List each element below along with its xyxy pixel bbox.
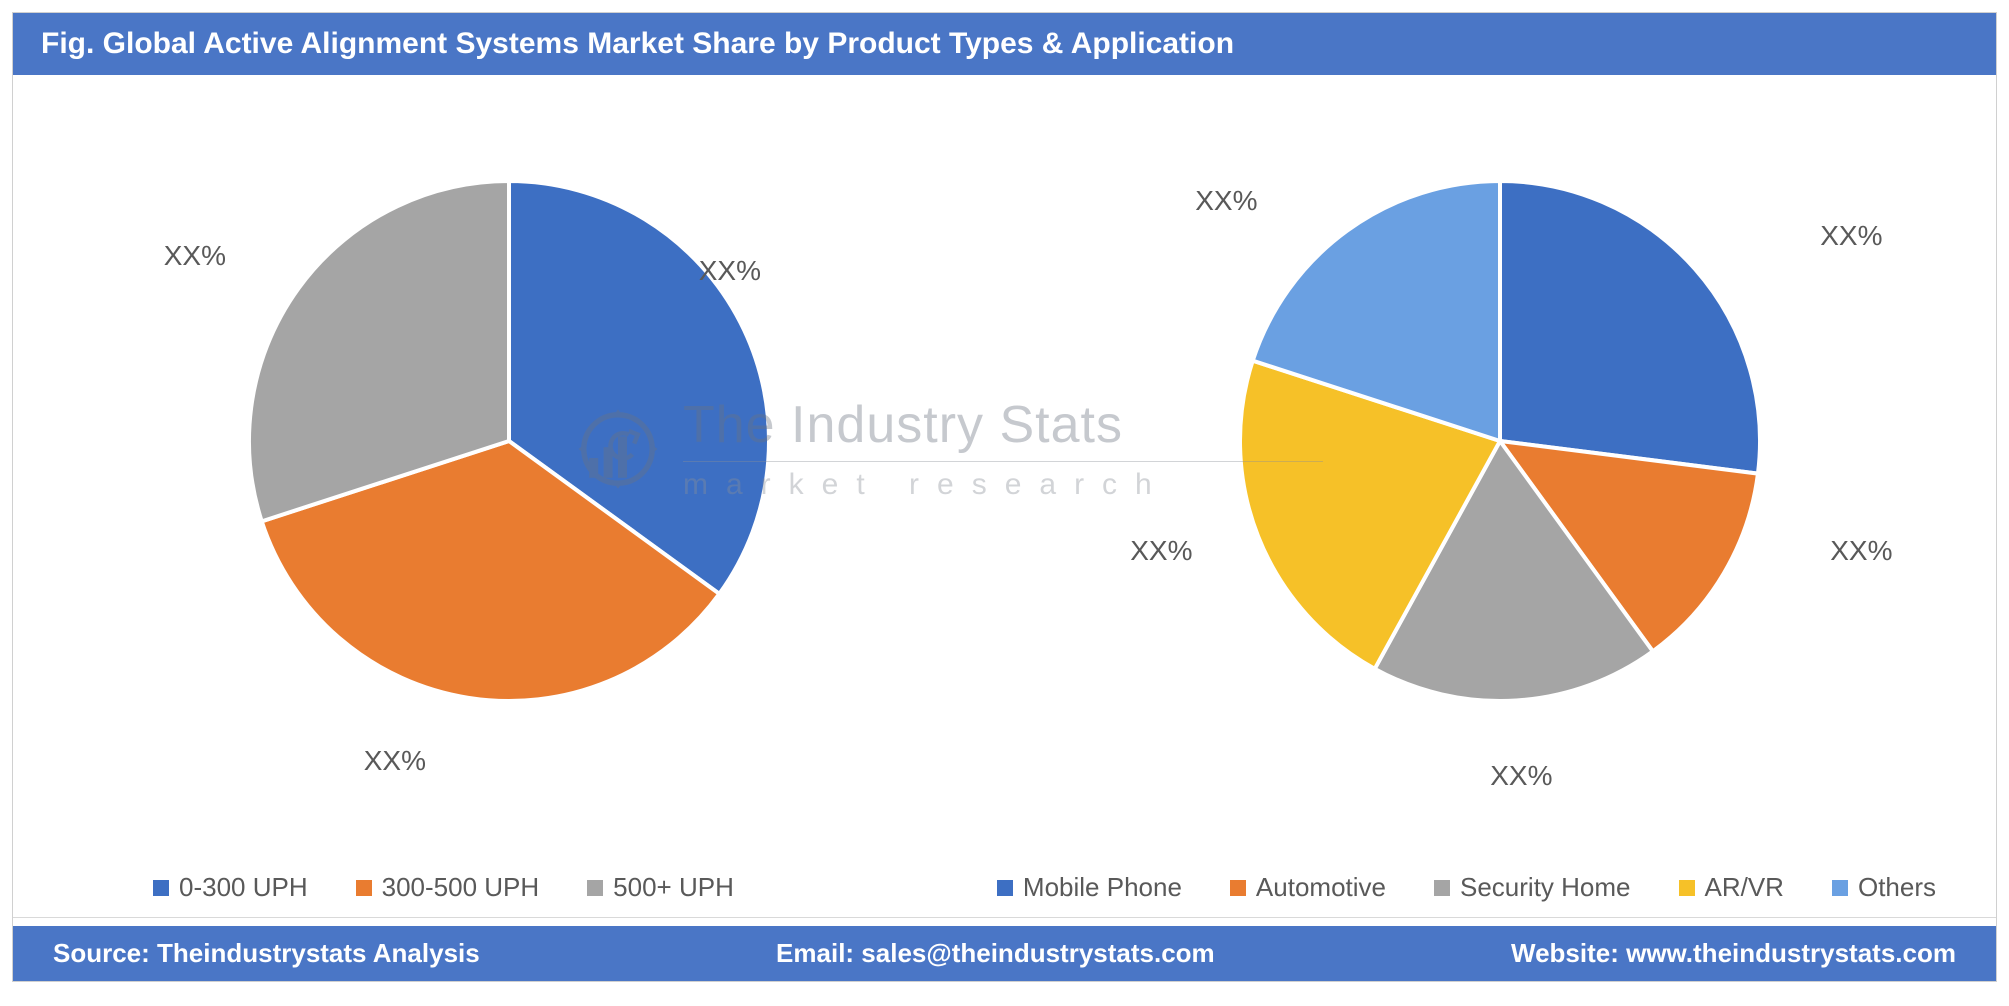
- legend-label: Others: [1858, 872, 1936, 903]
- legend-label: AR/VR: [1705, 872, 1784, 903]
- footer-source: Source: Theindustrystats Analysis: [53, 938, 480, 969]
- pie-svg: [1050, 91, 1950, 791]
- legend-swatch: [587, 880, 603, 896]
- pie-svg: [59, 91, 959, 791]
- legend-swatch: [153, 880, 169, 896]
- figure-title: Fig. Global Active Alignment Systems Mar…: [13, 13, 1996, 75]
- legend-label: 0-300 UPH: [179, 872, 308, 903]
- slice-label: XX%: [1490, 760, 1552, 792]
- legend-swatch: [1230, 880, 1246, 896]
- slice-label: XX%: [1820, 220, 1882, 252]
- legend-item: 500+ UPH: [587, 872, 734, 903]
- legend-item: Others: [1832, 872, 1936, 903]
- legend-item: 0-300 UPH: [153, 872, 308, 903]
- slice-label: XX%: [1195, 185, 1257, 217]
- legend-swatch: [1434, 880, 1450, 896]
- figure-frame: Fig. Global Active Alignment Systems Mar…: [12, 12, 1997, 982]
- charts-row: XX%XX%XX% XX%XX%XX%XX%XX% The Industry S…: [13, 75, 1996, 835]
- legend-label: 500+ UPH: [613, 872, 734, 903]
- slice-label: XX%: [1130, 535, 1192, 567]
- footer-email: Email: sales@theindustrystats.com: [776, 938, 1215, 969]
- legend-label: Mobile Phone: [1023, 872, 1182, 903]
- legend-swatch: [1832, 880, 1848, 896]
- pie-chart-application: XX% XX% XX% XX% XX%: [1050, 105, 1950, 805]
- legend-product-types: 0-300 UPH 300-500 UPH 500+ UPH: [153, 872, 734, 903]
- slice-label: XX%: [699, 255, 761, 287]
- footer-bar: Source: Theindustrystats Analysis Email:…: [13, 926, 1996, 981]
- legend-item: Mobile Phone: [997, 872, 1182, 903]
- pie-chart-product-types: XX% XX% XX%: [59, 105, 959, 805]
- legend-item: Security Home: [1434, 872, 1631, 903]
- legend-item: 300-500 UPH: [356, 872, 540, 903]
- legend-swatch: [356, 880, 372, 896]
- legend-swatch: [1679, 880, 1695, 896]
- legend-label: Security Home: [1460, 872, 1631, 903]
- legend-label: Automotive: [1256, 872, 1386, 903]
- legend-item: Automotive: [1230, 872, 1386, 903]
- pie-slice: [1500, 181, 1760, 474]
- footer-website: Website: www.theindustrystats.com: [1511, 938, 1956, 969]
- legend-label: 300-500 UPH: [382, 872, 540, 903]
- slice-label: XX%: [164, 240, 226, 272]
- legend-swatch: [997, 880, 1013, 896]
- divider: [13, 917, 1996, 923]
- legend-item: AR/VR: [1679, 872, 1784, 903]
- slice-label: XX%: [364, 745, 426, 777]
- legend-application: Mobile Phone Automotive Security Home AR/VR…: [997, 872, 1936, 903]
- slice-label: XX%: [1830, 535, 1892, 567]
